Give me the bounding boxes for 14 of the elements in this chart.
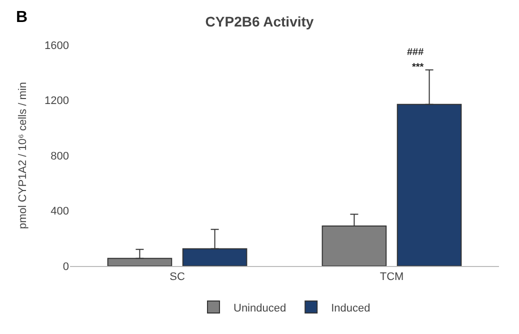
annotation: ### bbox=[407, 47, 424, 58]
legend-label: Uninduced bbox=[234, 302, 286, 314]
y-tick-label: 1600 bbox=[44, 40, 69, 52]
chart-title: CYP2B6 Activity bbox=[205, 14, 314, 30]
text: B bbox=[16, 9, 28, 26]
y-tick-label: 400 bbox=[50, 206, 69, 218]
y-tick-label: 0 bbox=[62, 260, 69, 273]
y-tick-label: 800 bbox=[50, 150, 69, 162]
x-tick-label: SC bbox=[170, 271, 185, 284]
y-tick-label: 1200 bbox=[44, 95, 69, 108]
y-axis-title: pmol CYP1A2 / 10⁶ cells / min bbox=[17, 82, 30, 229]
legend-label: Induced bbox=[331, 302, 370, 314]
x-tick-label: TCM bbox=[380, 271, 404, 284]
annotation: *** bbox=[412, 62, 424, 73]
